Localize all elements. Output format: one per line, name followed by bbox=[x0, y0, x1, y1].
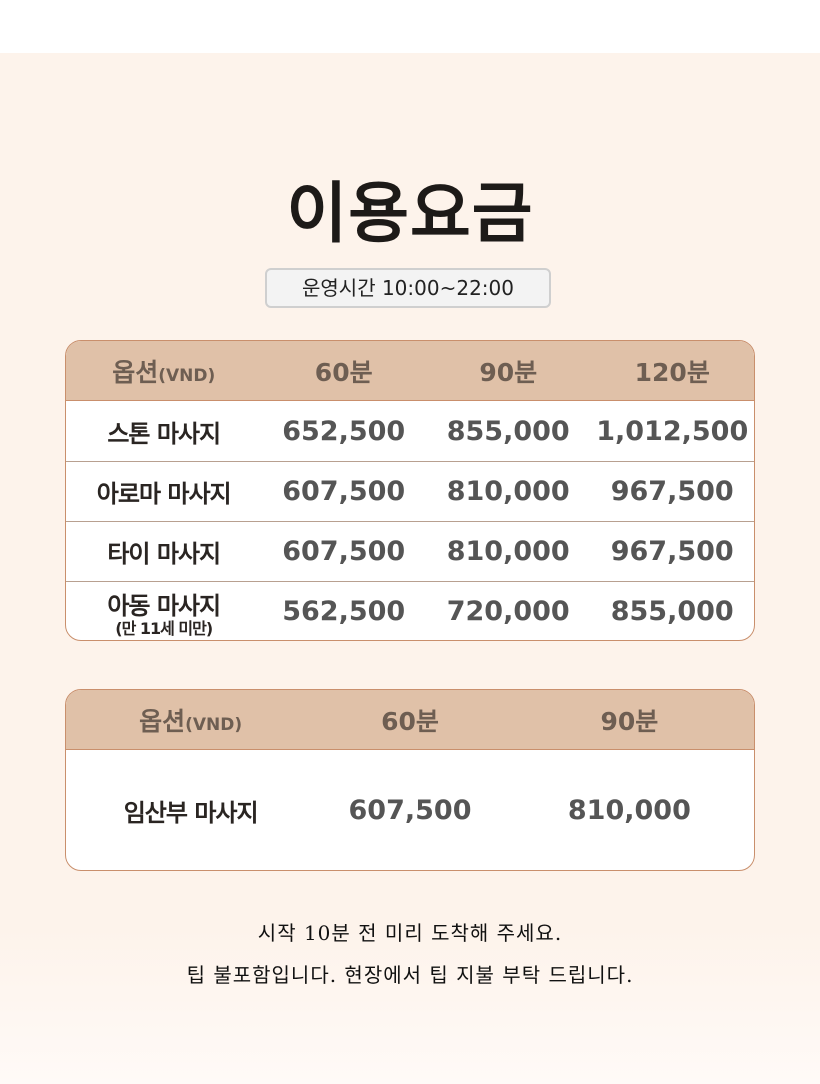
header-60min: 60분 bbox=[314, 357, 373, 387]
header-option: 옵션(VND) bbox=[139, 706, 243, 736]
price: 720,000 bbox=[446, 596, 570, 627]
row-label: 임산부 마사지 bbox=[123, 798, 259, 827]
price: 562,500 bbox=[282, 596, 406, 627]
header-option: 옵션(VND) bbox=[112, 357, 216, 387]
table-header: 옵션(VND) 60분 90분 bbox=[66, 690, 754, 750]
price-table-prenatal: 옵션(VND) 60분 90분 임산부 마사지 607,500 810,000 bbox=[65, 689, 755, 871]
price: 855,000 bbox=[446, 415, 570, 447]
header-120min: 120분 bbox=[634, 357, 710, 387]
price: 855,000 bbox=[610, 596, 734, 627]
table-row: 아동 마사지 (만 11세 미만) 562,500 720,000 855,000 bbox=[66, 581, 754, 640]
table-header: 옵션(VND) 60분 90분 120분 bbox=[66, 341, 754, 401]
row-label: 아로마 마사지 bbox=[96, 480, 232, 508]
price: 607,500 bbox=[282, 536, 406, 567]
table-row: 임산부 마사지 607,500 810,000 bbox=[66, 750, 754, 870]
price: 810,000 bbox=[567, 794, 691, 826]
notes: 시작 10분 전 미리 도착해 주세요. 팁 불포함입니다. 현장에서 팁 지불… bbox=[0, 912, 820, 996]
price: 810,000 bbox=[446, 476, 570, 507]
row-label: 타이 마사지 bbox=[107, 540, 221, 568]
row-label-text: 아동 마사지 bbox=[107, 592, 221, 620]
operating-hours-badge: 운영시간 10:00~22:00 bbox=[265, 268, 551, 308]
price: 607,500 bbox=[348, 794, 472, 826]
header-90min: 90분 bbox=[600, 706, 659, 736]
page-title: 이용요금 bbox=[286, 175, 534, 252]
row-label: 스톤 마사지 bbox=[107, 419, 221, 448]
table-row: 아로마 마사지 607,500 810,000 967,500 bbox=[66, 461, 754, 521]
price: 1,012,500 bbox=[596, 415, 749, 447]
row-label: 아동 마사지 (만 11세 미만) bbox=[66, 586, 261, 637]
price: 607,500 bbox=[282, 476, 406, 507]
table-row: 타이 마사지 607,500 810,000 967,500 bbox=[66, 521, 754, 581]
price: 967,500 bbox=[610, 476, 734, 507]
table-row: 스톤 마사지 652,500 855,000 1,012,500 bbox=[66, 401, 754, 461]
price: 810,000 bbox=[446, 536, 570, 567]
header-60min: 60분 bbox=[381, 706, 439, 736]
price: 967,500 bbox=[610, 536, 734, 567]
header-90min: 90분 bbox=[479, 357, 538, 387]
note-arrival: 시작 10분 전 미리 도착해 주세요. bbox=[257, 921, 563, 945]
price: 652,500 bbox=[282, 415, 406, 447]
price-table-main: 옵션(VND) 60분 90분 120분 스톤 마사지 652,500 855,… bbox=[65, 340, 755, 641]
note-tip: 팁 불포함입니다. 현장에서 팁 지불 부탁 드립니다. bbox=[186, 963, 634, 987]
row-label-note: (만 11세 미만) bbox=[115, 619, 213, 638]
